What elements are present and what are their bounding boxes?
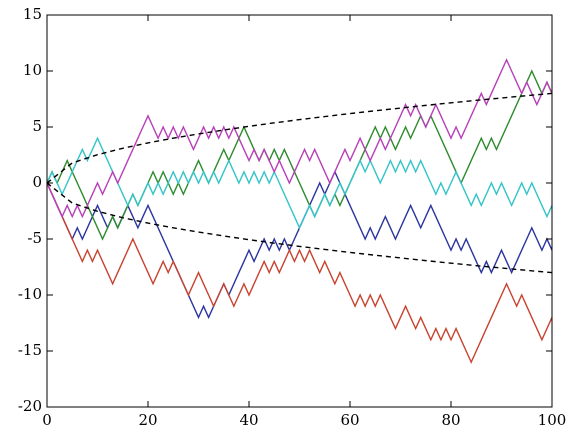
y-tick-label: -20 [18,397,42,415]
bound-curve [46,92,553,184]
x-tick-label: 40 [239,411,258,429]
y-tick-label: -15 [18,341,42,359]
y-tick-label: 15 [23,5,42,23]
x-tick-label: 0 [42,411,52,429]
bound-curve [46,182,553,274]
x-tick-label: 100 [538,411,567,429]
walk-line [46,136,553,230]
walk-line [46,58,553,219]
y-tick-label: 0 [32,173,42,191]
plot-frame [46,14,553,408]
y-tick-label: 10 [23,61,42,79]
y-tick-label: -5 [27,229,42,247]
x-tick-label: 60 [340,411,359,429]
y-tick-label: 5 [32,117,42,135]
walk-line [46,182,553,364]
x-tick-label: 20 [138,411,157,429]
walk-line [46,69,553,241]
y-tick-label: -10 [18,285,42,303]
x-tick-label: 80 [441,411,460,429]
